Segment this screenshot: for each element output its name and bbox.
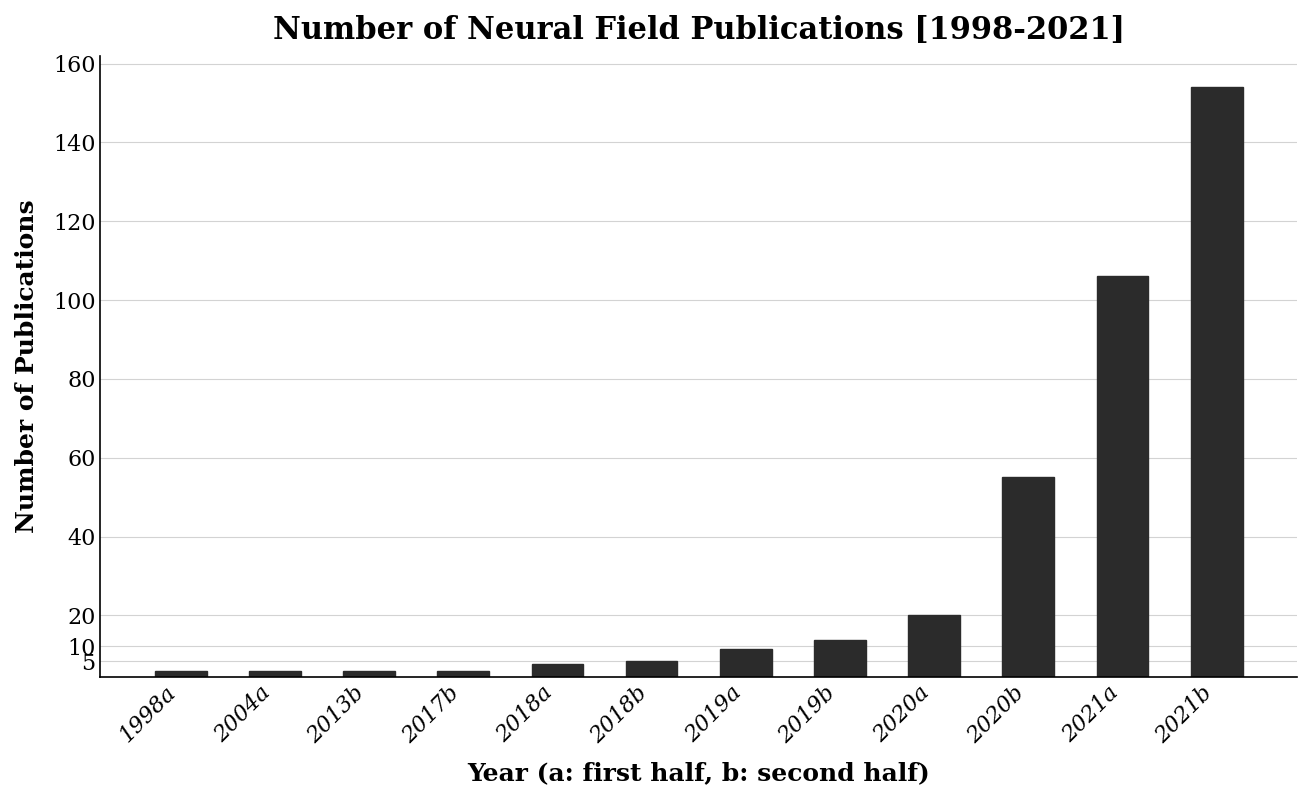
Y-axis label: Number of Publications: Number of Publications bbox=[14, 199, 39, 533]
Bar bbox=[437, 670, 489, 677]
Bar bbox=[344, 670, 395, 677]
Bar bbox=[1191, 87, 1242, 677]
Bar bbox=[720, 649, 771, 677]
Bar bbox=[908, 615, 960, 677]
Bar bbox=[1002, 478, 1055, 677]
Bar bbox=[1097, 276, 1148, 677]
Bar bbox=[249, 670, 300, 677]
Title: Number of Neural Field Publications [1998-2021]: Number of Neural Field Publications [199… bbox=[273, 15, 1124, 46]
Bar bbox=[531, 665, 584, 677]
Bar bbox=[813, 640, 866, 677]
X-axis label: Year (a: first half, b: second half): Year (a: first half, b: second half) bbox=[467, 761, 930, 785]
Bar bbox=[626, 662, 677, 677]
Bar bbox=[155, 670, 206, 677]
